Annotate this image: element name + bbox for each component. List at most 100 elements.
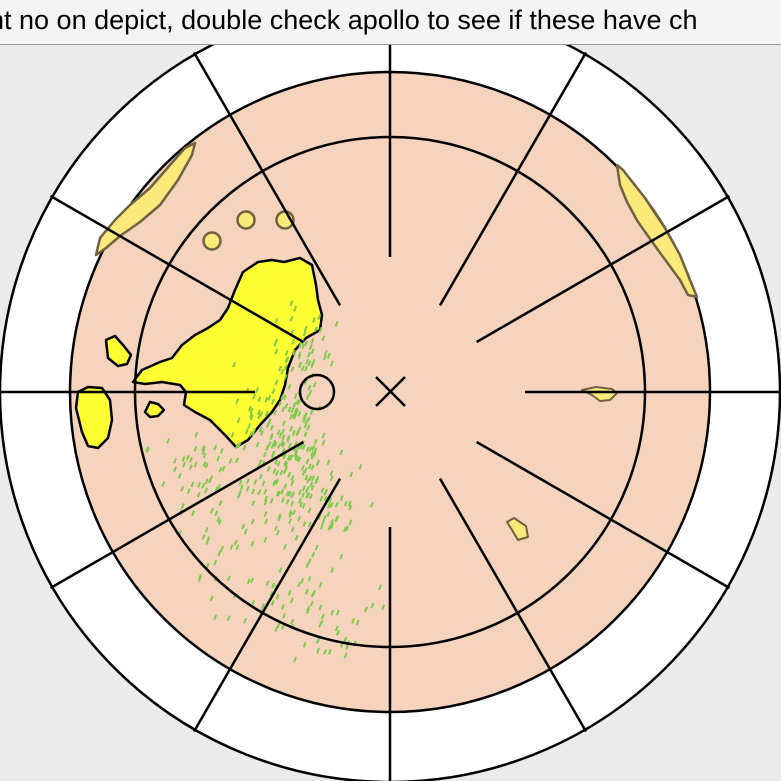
- point-mark: [236, 417, 241, 424]
- point-mark: [146, 446, 151, 453]
- point-mark: [283, 460, 288, 467]
- point-mark: [364, 606, 369, 613]
- point-mark: [276, 429, 281, 436]
- point-mark: [297, 515, 301, 522]
- point-mark: [293, 656, 297, 663]
- point-mark: [301, 485, 306, 492]
- point-mark: [270, 600, 275, 606]
- point-mark: [327, 648, 332, 655]
- point-mark: [205, 562, 210, 569]
- point-mark: [326, 511, 331, 518]
- point-mark: [226, 615, 231, 621]
- point-mark: [226, 575, 231, 582]
- point-mark: [273, 525, 278, 532]
- point-mark: [275, 593, 280, 600]
- point-mark: [318, 581, 323, 588]
- point-mark: [243, 528, 248, 535]
- point-mark: [269, 590, 274, 597]
- point-mark: [189, 456, 193, 463]
- primary-obstruction-main: [131, 256, 324, 449]
- point-mark: [334, 516, 339, 523]
- point-mark: [281, 406, 286, 413]
- point-cloud: [145, 300, 386, 663]
- cross-icon: [375, 376, 406, 407]
- point-mark: [306, 416, 311, 423]
- point-mark: [257, 396, 262, 403]
- point-mark: [316, 459, 321, 466]
- point-mark: [255, 387, 260, 393]
- point-mark: [271, 582, 276, 589]
- point-mark: [297, 581, 302, 588]
- point-mark: [315, 475, 320, 482]
- point-mark: [264, 518, 269, 525]
- point-mark: [305, 562, 310, 569]
- point-mark: [284, 350, 289, 356]
- point-mark: [316, 637, 321, 644]
- point-mark: [289, 316, 294, 322]
- point-mark: [287, 471, 292, 478]
- point-mark: [193, 445, 198, 452]
- point-mark: [220, 545, 225, 552]
- point-mark: [291, 349, 296, 356]
- point-mark: [180, 503, 185, 509]
- point-mark: [289, 453, 294, 460]
- point-mark: [269, 434, 274, 441]
- point-mark: [285, 498, 290, 505]
- point-mark: [273, 479, 278, 486]
- point-mark: [339, 495, 344, 501]
- point-mark: [217, 550, 222, 557]
- point-mark: [246, 578, 251, 585]
- point-mark: [278, 432, 283, 439]
- circle-marker-icon: [236, 210, 256, 230]
- point-mark: [307, 360, 312, 367]
- point-mark: [205, 539, 210, 545]
- point-mark: [197, 575, 202, 582]
- radial-line: [192, 477, 342, 733]
- point-mark: [330, 518, 334, 525]
- point-mark: [280, 394, 285, 401]
- point-mark: [313, 439, 318, 445]
- point-mark: [232, 361, 237, 368]
- point-mark: [343, 636, 348, 643]
- point-mark: [293, 413, 297, 420]
- point-mark: [267, 395, 272, 401]
- point-mark: [251, 500, 256, 507]
- point-mark: [293, 305, 298, 312]
- point-mark: [270, 398, 275, 405]
- point-mark: [370, 501, 374, 508]
- point-mark: [303, 325, 308, 332]
- point-mark: [334, 321, 339, 327]
- point-mark: [335, 630, 340, 636]
- point-mark: [213, 444, 218, 451]
- point-mark: [282, 453, 287, 460]
- point-mark: [308, 390, 313, 396]
- point-mark: [343, 652, 348, 659]
- point-mark: [295, 430, 300, 436]
- point-mark: [301, 343, 306, 350]
- point-mark: [255, 441, 260, 448]
- point-mark: [209, 595, 214, 602]
- point-mark: [321, 440, 326, 446]
- point-mark: [329, 475, 334, 482]
- point-mark: [305, 394, 310, 400]
- radial-line: [438, 51, 588, 307]
- point-mark: [301, 492, 306, 498]
- point-mark: [275, 470, 279, 476]
- point-mark: [219, 448, 224, 454]
- point-mark: [288, 518, 293, 524]
- point-mark: [299, 443, 304, 450]
- point-mark: [258, 473, 263, 480]
- point-mark: [339, 553, 344, 560]
- point-mark: [305, 492, 310, 499]
- point-mark: [310, 348, 315, 355]
- point-mark: [280, 623, 285, 630]
- point-mark: [290, 526, 295, 533]
- point-mark: [334, 501, 339, 508]
- point-mark: [297, 399, 301, 406]
- point-mark: [302, 330, 307, 337]
- point-mark: [204, 526, 209, 533]
- point-mark: [265, 580, 270, 587]
- point-mark: [348, 504, 353, 511]
- point-mark: [311, 551, 316, 558]
- point-mark: [230, 432, 235, 438]
